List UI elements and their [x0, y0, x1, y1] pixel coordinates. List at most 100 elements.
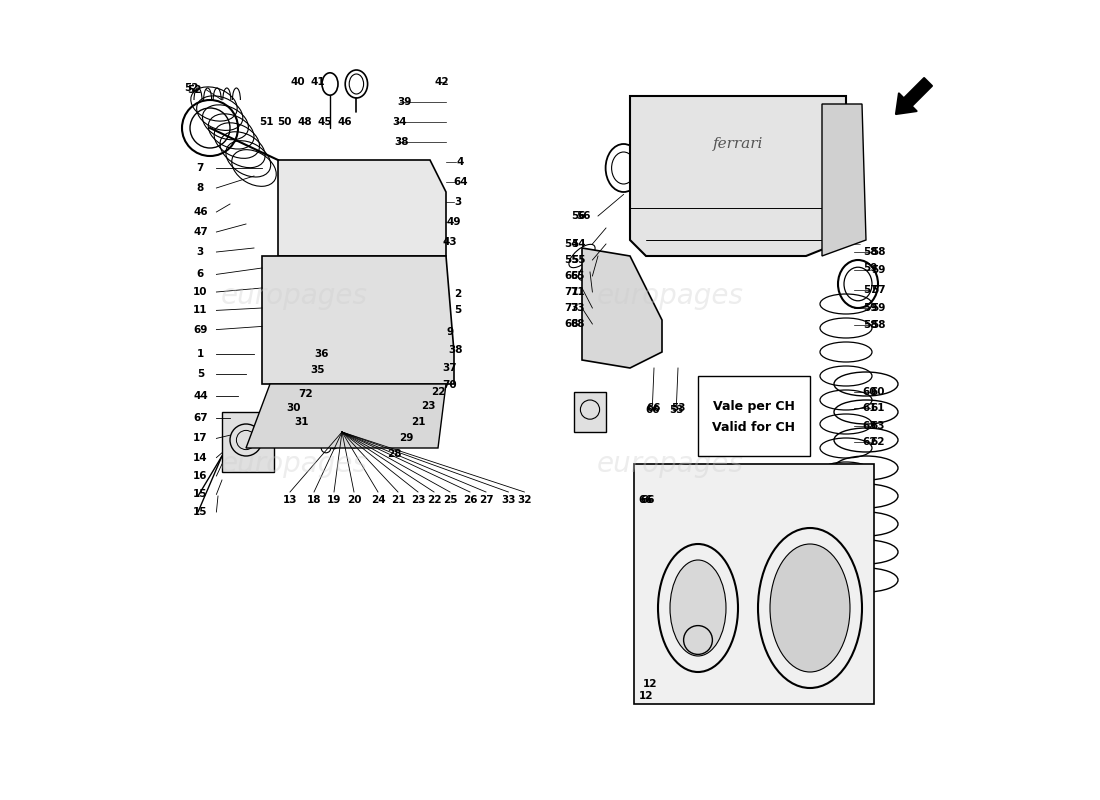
Text: 8: 8 — [197, 183, 204, 193]
Text: 46: 46 — [194, 207, 208, 217]
Text: 59: 59 — [862, 303, 877, 313]
Text: 58: 58 — [862, 247, 878, 257]
Text: 24: 24 — [371, 495, 385, 505]
Text: 16: 16 — [194, 471, 208, 481]
Text: 59: 59 — [871, 303, 886, 313]
Text: 39: 39 — [397, 98, 411, 107]
Text: 6: 6 — [197, 270, 204, 279]
Text: 54: 54 — [564, 239, 579, 249]
Polygon shape — [246, 384, 446, 448]
Text: 60: 60 — [862, 387, 878, 397]
Polygon shape — [278, 160, 446, 256]
Polygon shape — [630, 96, 846, 256]
Text: 1: 1 — [197, 349, 204, 358]
Text: 66: 66 — [647, 403, 661, 413]
Text: 42: 42 — [434, 78, 449, 87]
Text: 11: 11 — [194, 306, 208, 315]
Text: 70: 70 — [442, 380, 458, 390]
Text: 60: 60 — [871, 387, 886, 397]
Text: europages: europages — [596, 450, 744, 478]
Text: 63: 63 — [871, 422, 886, 431]
Text: 36: 36 — [315, 349, 329, 358]
Ellipse shape — [670, 560, 726, 656]
Text: 22: 22 — [431, 387, 446, 397]
Bar — [574, 392, 606, 432]
FancyBboxPatch shape — [698, 376, 810, 456]
Text: 65: 65 — [564, 271, 579, 281]
Text: 3: 3 — [454, 197, 462, 206]
Text: europages: europages — [596, 282, 744, 310]
Text: 56: 56 — [571, 211, 585, 221]
Text: 67: 67 — [194, 413, 208, 422]
Text: 32: 32 — [517, 495, 531, 505]
Text: 52: 52 — [185, 83, 199, 93]
Text: 66: 66 — [645, 406, 660, 415]
Text: 18: 18 — [307, 495, 321, 505]
Text: 41: 41 — [310, 78, 326, 87]
Text: 62: 62 — [862, 437, 878, 446]
Text: 25: 25 — [442, 495, 458, 505]
Text: 61: 61 — [871, 403, 886, 413]
Text: 35: 35 — [310, 365, 326, 374]
Text: europages: europages — [220, 282, 367, 310]
Text: 73: 73 — [564, 303, 579, 313]
Text: 58: 58 — [862, 320, 878, 330]
Text: Valid for CH: Valid for CH — [713, 421, 795, 434]
Text: 27: 27 — [478, 495, 493, 505]
Ellipse shape — [770, 544, 850, 672]
Text: 52: 52 — [187, 85, 201, 94]
Text: 20: 20 — [346, 495, 361, 505]
FancyArrowPatch shape — [896, 78, 932, 114]
Text: 17: 17 — [194, 434, 208, 443]
Text: 51: 51 — [258, 117, 273, 126]
Text: 63: 63 — [862, 422, 878, 431]
Text: 10: 10 — [194, 287, 208, 297]
Text: 23: 23 — [410, 495, 426, 505]
Text: 72: 72 — [299, 389, 314, 398]
Text: 31: 31 — [295, 418, 309, 427]
Text: 47: 47 — [192, 227, 208, 237]
Text: 19: 19 — [327, 495, 341, 505]
Text: 71: 71 — [564, 287, 579, 297]
Polygon shape — [822, 104, 866, 256]
Text: 50: 50 — [277, 117, 292, 126]
Text: 29: 29 — [399, 434, 414, 443]
Text: 62: 62 — [871, 437, 886, 446]
Text: 26: 26 — [463, 495, 477, 505]
Bar — [634, 464, 874, 704]
Text: 64: 64 — [453, 177, 468, 186]
Text: 48: 48 — [297, 117, 311, 126]
Text: 57: 57 — [871, 285, 886, 294]
Text: ferrari: ferrari — [713, 137, 763, 151]
Text: 28: 28 — [387, 450, 402, 459]
Text: 45: 45 — [317, 117, 332, 126]
Text: 37: 37 — [442, 363, 458, 373]
Text: 12: 12 — [639, 691, 653, 701]
Text: 57: 57 — [862, 285, 878, 294]
Text: europages: europages — [220, 450, 367, 478]
Text: Vale per CH: Vale per CH — [713, 400, 795, 413]
Text: 38: 38 — [395, 138, 409, 147]
Text: 22: 22 — [427, 495, 441, 505]
Text: 21: 21 — [410, 418, 426, 427]
Polygon shape — [262, 256, 454, 384]
Text: 56: 56 — [576, 211, 591, 221]
Text: 38: 38 — [449, 346, 463, 355]
Text: 53: 53 — [671, 403, 685, 413]
Text: 40: 40 — [290, 78, 306, 87]
Text: 43: 43 — [442, 237, 458, 246]
Text: 7: 7 — [197, 163, 205, 173]
Text: 68: 68 — [564, 319, 579, 329]
Text: 58: 58 — [871, 247, 886, 257]
Text: 12: 12 — [642, 679, 658, 689]
Text: 46: 46 — [337, 117, 352, 126]
Text: 59: 59 — [871, 266, 886, 275]
Text: 34: 34 — [393, 118, 407, 127]
Text: 54: 54 — [571, 239, 585, 249]
Text: 44: 44 — [192, 391, 208, 401]
Text: 33: 33 — [502, 495, 516, 505]
Text: 55: 55 — [571, 255, 585, 265]
Bar — [222, 412, 274, 472]
Polygon shape — [582, 248, 662, 368]
Text: 13: 13 — [283, 495, 297, 505]
